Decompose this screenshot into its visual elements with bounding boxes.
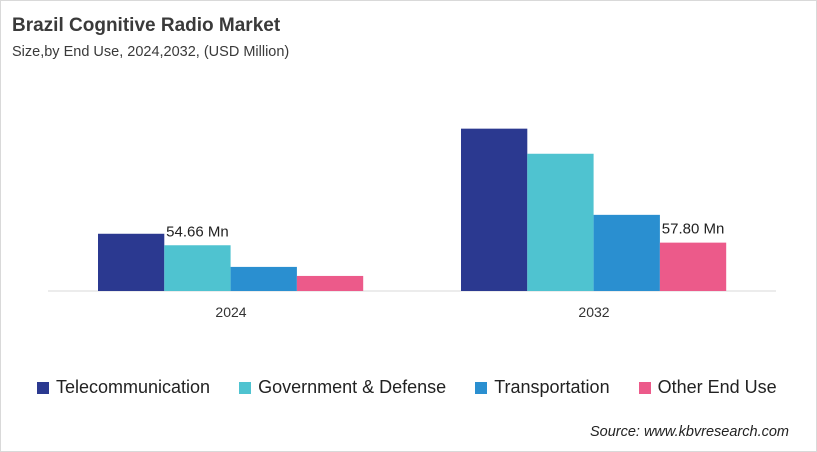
source-note: Source: www.kbvresearch.com (589, 424, 789, 440)
bar-other-end-use-2032 (659, 242, 727, 291)
bar-transportation-2032 (593, 214, 660, 291)
legend-swatch (239, 381, 252, 394)
chart-subtitle: Size,by End Use, 2024,2032, (USD Million… (12, 44, 290, 60)
legend-label: Transportation (494, 377, 610, 397)
data-label: 54.66 Mn (166, 223, 229, 240)
legend: Telecommunication Government & Defense Tra… (37, 377, 806, 398)
legend-swatch (475, 381, 488, 394)
bar-government-defense-2024 (164, 245, 231, 291)
chart-title: Brazil Cognitive Radio Market (12, 15, 281, 36)
bar-transportation-2024 (230, 266, 297, 291)
legend-item: Transportation (475, 377, 610, 398)
bar-other-end-use-2024 (296, 275, 364, 291)
legend-label: Government & Defense (258, 377, 447, 397)
legend-item: Telecommunication (37, 377, 210, 398)
legend-swatch (638, 381, 651, 394)
data-label: 57.80 Mn (662, 221, 725, 238)
x-tick-label-2032: 2032 (578, 304, 609, 320)
bar-telecommunication-2032 (461, 128, 528, 291)
legend-swatch (37, 381, 49, 394)
bar-telecommunication-2024 (98, 233, 165, 291)
legend-label: Telecommunication (56, 377, 211, 397)
bar-government-defense-2032 (527, 153, 594, 291)
legend-label: Other End Use (657, 377, 777, 397)
legend-item: Government & Defense (239, 377, 446, 398)
legend-item: Other End Use (638, 377, 777, 398)
x-tick-label-2024: 2024 (215, 304, 246, 320)
